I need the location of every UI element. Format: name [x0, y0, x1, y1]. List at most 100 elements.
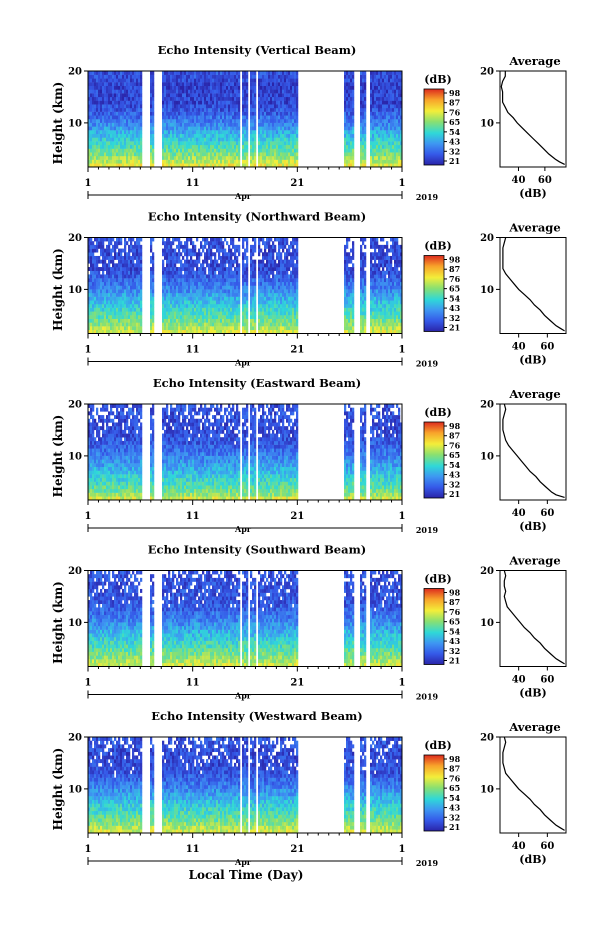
- profile-title: Average: [508, 554, 560, 568]
- profile-x-tick-label: 40: [512, 508, 526, 519]
- profile-x-tick-label: 40: [512, 342, 526, 353]
- colorbar-tick-label: 65: [449, 617, 460, 627]
- profile-y-tick-label: 10: [480, 118, 494, 129]
- profile-title: Average: [508, 387, 560, 401]
- profile-x-label: (dB): [519, 687, 546, 700]
- colorbar: [423, 88, 445, 166]
- colorbar-tick-label: 32: [449, 812, 460, 822]
- x-tick-label: 11: [186, 178, 200, 189]
- colorbar-tick-label: 76: [449, 440, 461, 450]
- profile-x-label: (dB): [519, 520, 546, 533]
- profile-y-tick-label: 10: [480, 618, 494, 629]
- colorbar: [423, 421, 445, 499]
- y-tick-label: 20: [68, 400, 82, 411]
- year-label: 2019: [416, 858, 439, 868]
- colorbar-tick-label: 65: [449, 117, 460, 127]
- x-tick-label: 11: [186, 511, 200, 522]
- colorbar-tick-label: 32: [449, 146, 460, 156]
- heatmap-cells: [88, 737, 403, 834]
- colorbar-tick-label: 98: [449, 255, 461, 265]
- heatmap-cells: [88, 570, 403, 667]
- colorbar-tick-label: 43: [449, 137, 461, 147]
- heatmap-cells: [88, 237, 403, 334]
- profile-x-label: (dB): [519, 853, 546, 866]
- colorbar-tick-label: 43: [449, 470, 461, 480]
- x-tick-label: 21: [290, 178, 304, 189]
- year-label: 2019: [416, 692, 439, 702]
- y-tick-label: 10: [68, 618, 82, 629]
- average-profile-plot: Average 20 10 40 60(dB): [480, 221, 567, 367]
- x-tick-label: 1: [399, 511, 406, 522]
- profile-x-label: (dB): [519, 354, 546, 367]
- colorbar: [423, 754, 445, 832]
- colorbar-tick-label: 54: [449, 460, 461, 470]
- profile-line: [502, 237, 565, 332]
- year-label: 2019: [416, 525, 439, 535]
- colorbar-tick-label: 98: [449, 88, 461, 98]
- panel-title: Echo Intensity (Vertical Beam): [158, 43, 357, 57]
- y-axis-label: Height (km): [51, 248, 65, 331]
- profile-x-tick-label: 40: [512, 841, 526, 852]
- colorbar-title: (dB): [424, 573, 451, 586]
- x-tick-label: 1: [85, 511, 92, 522]
- colorbar-tick-label: 76: [449, 773, 461, 783]
- profile-x-tick-label: 60: [540, 508, 554, 519]
- x-tick-label: 1: [399, 844, 406, 855]
- heatmap-cells: [88, 71, 403, 168]
- panel-title: Echo Intensity (Westward Beam): [151, 709, 362, 723]
- profile-x-tick-label: 40: [512, 175, 526, 186]
- colorbar-tick-label: 43: [449, 303, 461, 313]
- profile-y-tick-label: 20: [480, 233, 494, 244]
- year-label: 2019: [416, 192, 439, 202]
- colorbar-tick-label: 21: [449, 489, 460, 499]
- colorbar-tick-label: 43: [449, 636, 461, 646]
- x-tick-label: 11: [186, 345, 200, 356]
- panel-title: Echo Intensity (Southward Beam): [148, 543, 366, 557]
- profile-x-tick-label: 60: [540, 342, 554, 353]
- x-tick-label: 1: [85, 678, 92, 689]
- y-axis-label: Height (km): [51, 82, 65, 165]
- y-tick-label: 20: [68, 233, 82, 244]
- profile-y-tick-label: 20: [480, 67, 494, 78]
- colorbar-tick-label: 98: [449, 421, 461, 431]
- month-label: Apr: [234, 358, 252, 368]
- colorbar-tick-label: 54: [449, 626, 461, 636]
- profile-title: Average: [508, 54, 560, 68]
- x-tick-label: 11: [186, 844, 200, 855]
- profile-frame: [499, 570, 567, 667]
- profile-frame: [499, 70, 567, 168]
- colorbar-tick-label: 76: [449, 274, 461, 284]
- profile-y-tick-label: 10: [480, 451, 494, 462]
- y-tick-label: 20: [68, 733, 82, 744]
- colorbar-tick-label: 21: [449, 656, 460, 666]
- month-label: Apr: [234, 691, 252, 701]
- colorbar-title: (dB): [424, 240, 451, 253]
- colorbar-tick-label: 87: [449, 431, 460, 441]
- profile-y-tick-label: 10: [480, 285, 494, 296]
- profile-y-tick-label: 20: [480, 566, 494, 577]
- panel-2: Echo Intensity (Northward Beam)2010Heigh…: [51, 210, 567, 369]
- panel-1: Echo Intensity (Vertical Beam) 20 10 Height…: [51, 43, 567, 202]
- profile-line: [502, 736, 565, 831]
- x-tick-label: 1: [399, 345, 406, 356]
- profile-y-tick-label: 10: [480, 784, 494, 795]
- profile-title: Average: [508, 720, 560, 734]
- colorbar-tick-label: 76: [449, 107, 461, 117]
- x-tick-label: 1: [85, 178, 92, 189]
- average-profile-plot: Average 20 10 40 60(dB): [480, 554, 567, 700]
- y-tick-label: 20: [68, 67, 82, 78]
- x-tick-label: 21: [290, 345, 304, 356]
- colorbar-tick-label: 87: [449, 764, 460, 774]
- profile-x-tick-label: 60: [538, 175, 552, 186]
- x-tick-label: 1: [399, 178, 406, 189]
- panel-4: Echo Intensity (Southward Beam)2010Heigh…: [51, 543, 567, 702]
- colorbar-tick-label: 65: [449, 450, 460, 460]
- colorbar-tick-label: 98: [449, 588, 461, 598]
- profile-x-tick-label: 60: [540, 841, 554, 852]
- colorbar-tick-label: 43: [449, 803, 461, 813]
- colorbar-tick-label: 98: [449, 754, 461, 764]
- x-tick-label: 11: [186, 678, 200, 689]
- colorbar-title: (dB): [424, 739, 451, 752]
- colorbar-tick-label: 76: [449, 607, 461, 617]
